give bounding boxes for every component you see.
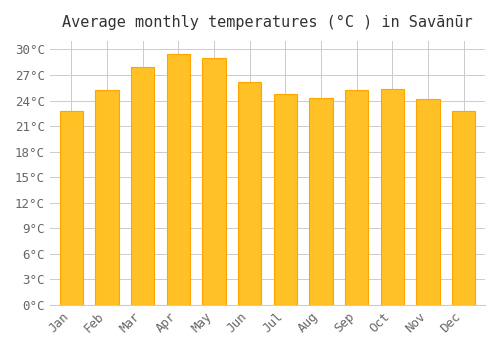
Bar xyxy=(238,82,261,305)
Bar xyxy=(274,94,297,305)
Bar xyxy=(452,111,475,305)
Bar xyxy=(380,89,404,305)
Bar xyxy=(310,98,332,305)
Bar xyxy=(60,111,83,305)
Bar xyxy=(202,58,226,305)
Bar xyxy=(345,90,368,305)
Bar xyxy=(416,99,440,305)
Bar xyxy=(96,90,118,305)
Title: Average monthly temperatures (°C ) in Savānūr: Average monthly temperatures (°C ) in Sa… xyxy=(62,15,472,30)
Bar xyxy=(131,67,154,305)
Bar xyxy=(166,54,190,305)
